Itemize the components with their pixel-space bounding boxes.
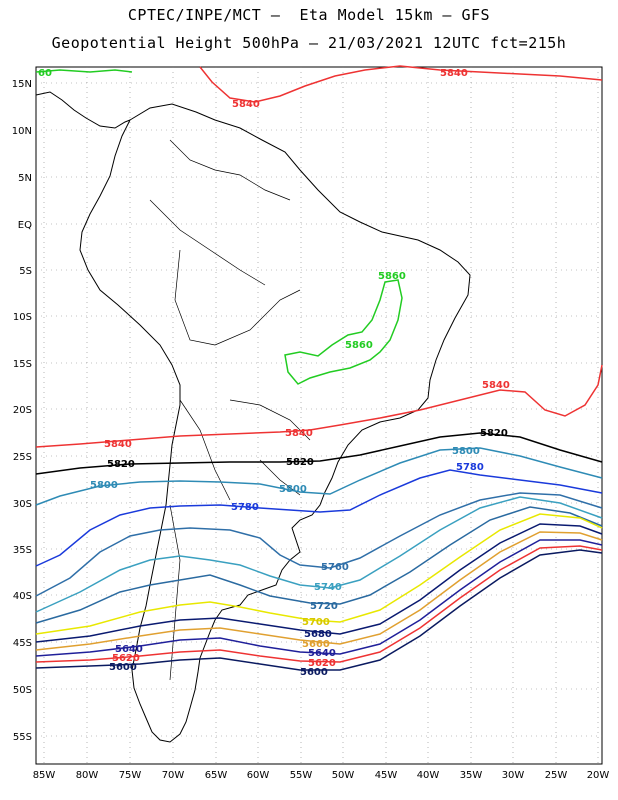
lat-tick-label: 55S [13, 732, 32, 743]
label-5600: 5600 [300, 667, 328, 678]
central-america-coastline [35, 91, 131, 129]
lat-tick-label: 40S [13, 591, 32, 602]
contour-labels: 60 5860 5860 5840 5840 5840 5840 5840 58… [38, 68, 510, 678]
latitude-labels: 15N 10N 5N EQ 5S 10S 15S 20S 25S 30S 35S… [12, 79, 32, 743]
label-5740: 5740 [314, 582, 342, 593]
lon-tick-label: 50W [332, 770, 355, 781]
label-5780: 5780 [231, 502, 259, 513]
lat-tick-label: 30S [13, 499, 32, 510]
lat-tick-label: 5S [19, 266, 32, 277]
lon-tick-label: 25W [545, 770, 568, 781]
lon-tick-label: 20W [587, 770, 610, 781]
contour-5760 [35, 492, 603, 597]
label-5640: 5640 [115, 644, 143, 655]
label-5620: 5620 [308, 658, 336, 669]
contour-5840-north [199, 65, 603, 103]
label-5840: 5840 [104, 439, 132, 450]
lat-tick-label: 10S [13, 312, 32, 323]
contour-5840-main [35, 364, 603, 448]
lat-tick-label: 45S [13, 638, 32, 649]
lon-tick-label: 75W [119, 770, 142, 781]
lon-tick-label: 70W [162, 770, 185, 781]
contour-5700 [35, 513, 603, 635]
label-5620: 5620 [112, 653, 140, 664]
lon-tick-label: 30W [502, 770, 525, 781]
label-5800: 5800 [90, 480, 118, 491]
lon-tick-label: 60W [247, 770, 270, 781]
contour-5660 [35, 531, 603, 651]
lat-tick-label: 50S [13, 685, 32, 696]
label-5840: 5840 [482, 380, 510, 391]
lon-tick-label: 65W [205, 770, 228, 781]
contour-5600 [35, 549, 603, 671]
lat-tick-label: 10N [12, 126, 32, 137]
label-5600: 5600 [109, 662, 137, 673]
label-5840: 5840 [285, 428, 313, 439]
label-5800: 5800 [279, 484, 307, 495]
label-5860: 5860 [378, 271, 406, 282]
lon-tick-label: 45W [375, 770, 398, 781]
coastlines [35, 91, 471, 743]
contour-5680 [35, 523, 603, 643]
contour-5860-north [35, 69, 133, 73]
label-5720: 5720 [310, 601, 338, 612]
map-subtitle: Geopotential Height 500hPa – 21/03/2021 … [51, 34, 567, 52]
contour-5780 [35, 469, 603, 567]
lat-tick-label: 15S [13, 359, 32, 370]
label-5660: 5660 [302, 639, 330, 650]
lat-tick-label: 5N [18, 173, 32, 184]
longitude-labels: 85W 80W 75W 70W 65W 60W 55W 50W 45W 40W … [33, 770, 610, 781]
label-5840: 5840 [232, 99, 260, 110]
label-5680: 5680 [304, 629, 332, 640]
contour-5740 [35, 496, 603, 613]
lon-tick-label: 80W [76, 770, 99, 781]
lat-tick-label: EQ [18, 220, 32, 231]
label-5800: 5800 [452, 446, 480, 457]
label-5820: 5820 [286, 457, 314, 468]
country-borders [149, 139, 311, 681]
contour-5800 [35, 447, 603, 506]
lat-tick-label: 15N [12, 79, 32, 90]
map-title: CPTEC/INPE/MCT – Eta Model 15km – GFS [127, 6, 491, 24]
lat-tick-label: 20S [13, 405, 32, 416]
label-5860: 5860 [345, 340, 373, 351]
label-5780: 5780 [456, 462, 484, 473]
label-5820: 5820 [480, 428, 508, 439]
label-5860-corner: 60 [38, 68, 52, 79]
contour-5620 [35, 545, 603, 663]
lat-tick-label: 35S [13, 545, 32, 556]
label-5760: 5760 [321, 562, 349, 573]
lat-tick-label: 25S [13, 452, 32, 463]
lon-tick-label: 55W [290, 770, 313, 781]
label-5820: 5820 [107, 459, 135, 470]
lon-tick-label: 40W [417, 770, 440, 781]
lon-tick-label: 35W [460, 770, 483, 781]
contour-5860-brazil [284, 279, 403, 385]
label-5640: 5640 [308, 648, 336, 659]
lon-tick-label: 85W [33, 770, 56, 781]
contour-5820 [35, 432, 603, 475]
map-frame [35, 66, 603, 765]
south-america-coastline [79, 103, 471, 743]
height-contours [35, 65, 603, 671]
contour-5640 [35, 539, 603, 657]
label-5840: 5840 [440, 68, 468, 79]
contour-5720 [35, 506, 603, 624]
label-5700: 5700 [302, 617, 330, 628]
